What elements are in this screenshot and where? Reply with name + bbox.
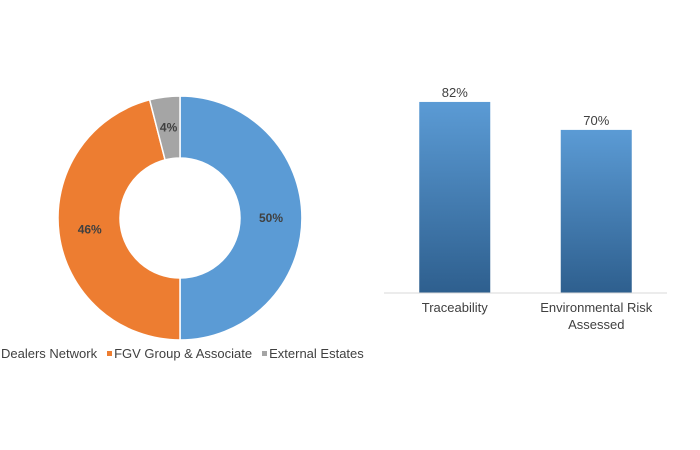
legend-swatch: [262, 351, 268, 356]
legend-item-dealers-network: Dealers Network: [0, 346, 97, 361]
legend-item-external-estates: External Estates: [262, 346, 364, 361]
legend-label: FGV Group & Associate: [114, 346, 253, 361]
donut-data-label: 50%: [259, 211, 283, 225]
legend-swatch: [107, 351, 113, 356]
x-tick-label: Environmental Risk Assessed: [540, 300, 652, 332]
donut-slice-dealers-network: [179, 95, 303, 341]
donut-slice-external-estates: [148, 95, 181, 161]
bar-environmental-risk-assessed: [560, 129, 632, 293]
donut-slice-fgv-group-associate: [57, 98, 181, 341]
legend-label: External Estates: [269, 346, 364, 361]
donut-data-label: 46%: [78, 222, 102, 236]
bar-traceability: [419, 101, 491, 293]
donut-data-label: 4%: [160, 121, 178, 135]
x-tick-label: Traceability: [422, 300, 488, 315]
legend-label: Dealers Network: [1, 346, 98, 361]
bar-data-label: 82%: [442, 85, 468, 100]
bar-data-label: 70%: [583, 113, 609, 128]
donut-legend: Dealers Network FGV Group & Associate Ex…: [0, 346, 374, 361]
legend-item-fgv-group: FGV Group & Associate: [107, 346, 252, 361]
